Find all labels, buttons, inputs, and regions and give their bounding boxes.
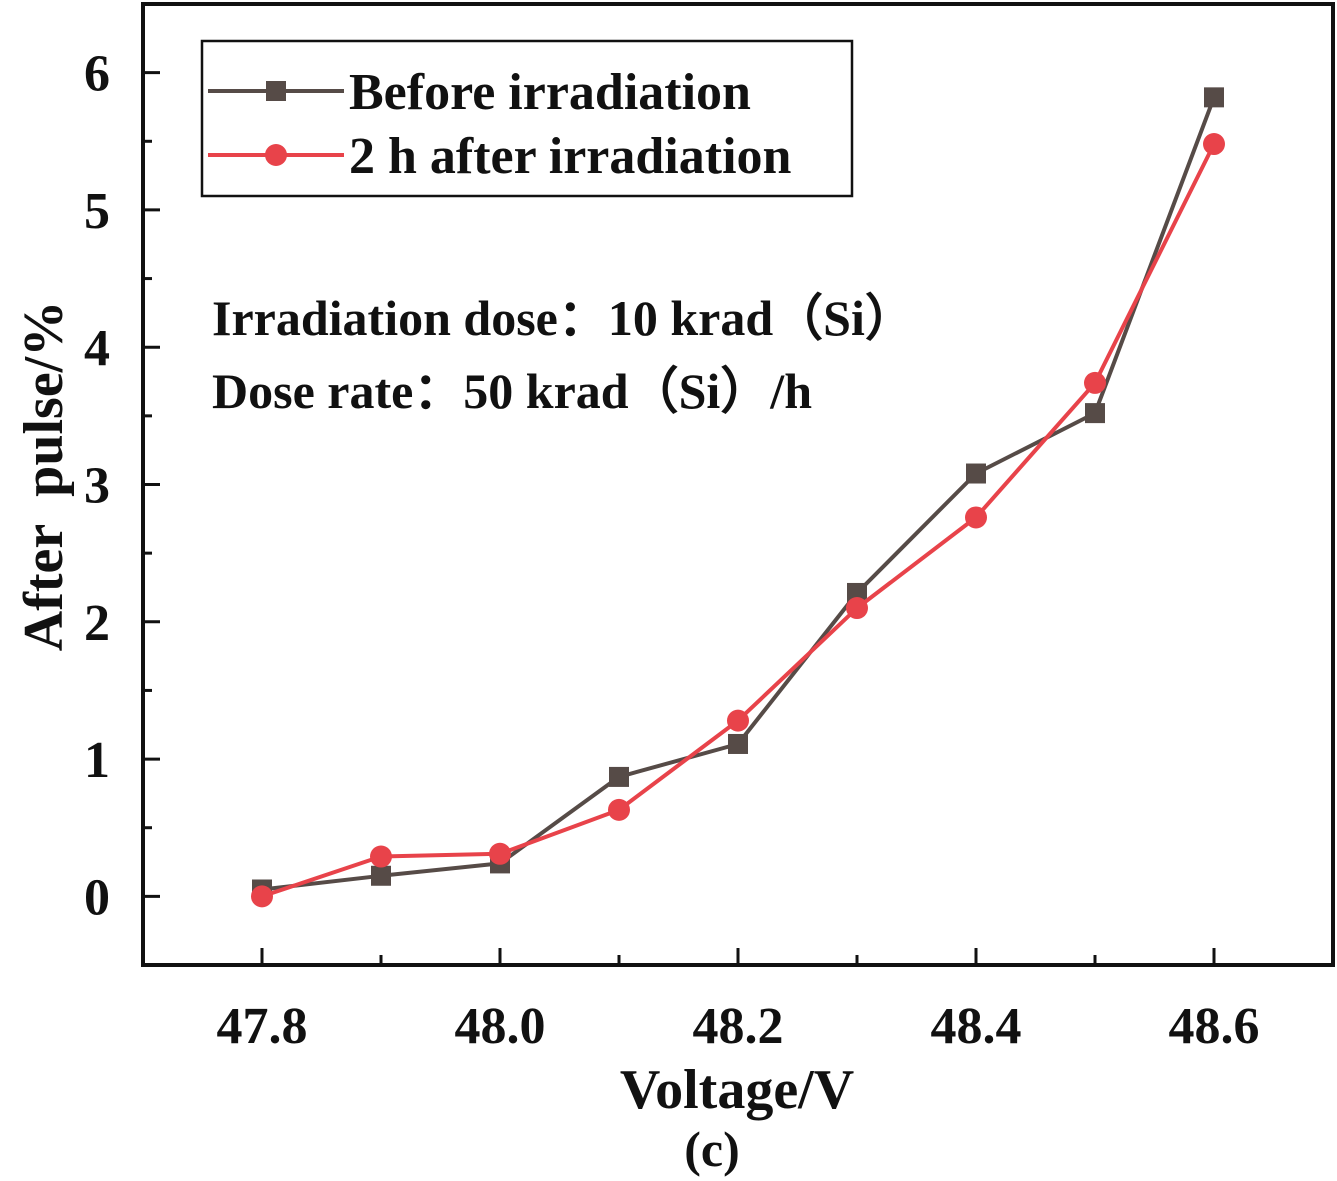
data-point-square: [609, 766, 629, 787]
data-point-circle: [370, 845, 392, 868]
y-tick-label: 2: [84, 595, 110, 652]
data-point-circle: [608, 798, 630, 821]
data-point-square: [966, 463, 986, 484]
series-2: [251, 133, 1225, 908]
y-axis-title: After pulse/%: [13, 301, 75, 652]
legend: Before irradiation 2 h after irradiation: [200, 39, 854, 198]
x-tick-label: 48.0: [455, 998, 546, 1055]
legend-box: [200, 39, 854, 198]
data-point-circle: [1084, 371, 1106, 394]
series-line: [261, 96, 1216, 892]
x-ticks: 47.8 48.0 48.2 48.4 48.6: [217, 948, 1260, 1055]
data-point-square: [728, 733, 748, 754]
data-point-square: [1204, 87, 1224, 108]
data-point-circle: [1203, 133, 1225, 156]
annotation-dose: Irradiation dose：10 krad（Si）: [212, 290, 915, 346]
figure-caption: (c): [684, 1121, 740, 1177]
legend-square-marker: [266, 81, 286, 101]
data-point-circle: [727, 709, 749, 732]
data-point-circle: [251, 885, 273, 908]
x-axis-title: Voltage/V: [620, 1059, 854, 1121]
y-ticks: 0 1 2 3 4 5 6: [84, 46, 160, 926]
data-point-square: [847, 582, 867, 603]
legend-label: 2 h after irradiation: [349, 128, 792, 185]
legend-circle-marker: [265, 144, 287, 166]
data-point-circle: [965, 506, 987, 529]
legend-label: Before irradiation: [349, 64, 751, 121]
legend-items: Before irradiation 2 h after irradiation: [208, 64, 792, 185]
data-point-circle: [846, 597, 868, 620]
data-point-square: [371, 865, 391, 886]
y-tick-label: 1: [84, 732, 110, 789]
series-layer: [251, 87, 1225, 908]
legend-item-2: 2 h after irradiation: [208, 128, 792, 185]
annotations: Irradiation dose：10 krad（Si） Dose rate：5…: [212, 290, 915, 419]
x-tick-label: 48.2: [693, 998, 784, 1055]
x-tick-label: 47.8: [217, 998, 308, 1055]
y-tick-label: 4: [84, 320, 110, 377]
y-tick-label: 5: [84, 183, 110, 240]
y-tick-label: 0: [84, 869, 110, 926]
y-tick-label: 6: [84, 46, 110, 103]
y-tick-label: 3: [84, 458, 110, 515]
x-tick-label: 48.4: [931, 998, 1022, 1055]
series-line: [261, 143, 1216, 899]
data-point-square: [1085, 403, 1105, 424]
data-point-circle: [489, 842, 511, 865]
annotation-dose-rate: Dose rate：50 krad（Si）/h: [212, 363, 812, 419]
x-tick-label: 48.6: [1169, 998, 1260, 1055]
legend-item-1: Before irradiation: [208, 64, 751, 121]
series-1: [252, 87, 1224, 900]
